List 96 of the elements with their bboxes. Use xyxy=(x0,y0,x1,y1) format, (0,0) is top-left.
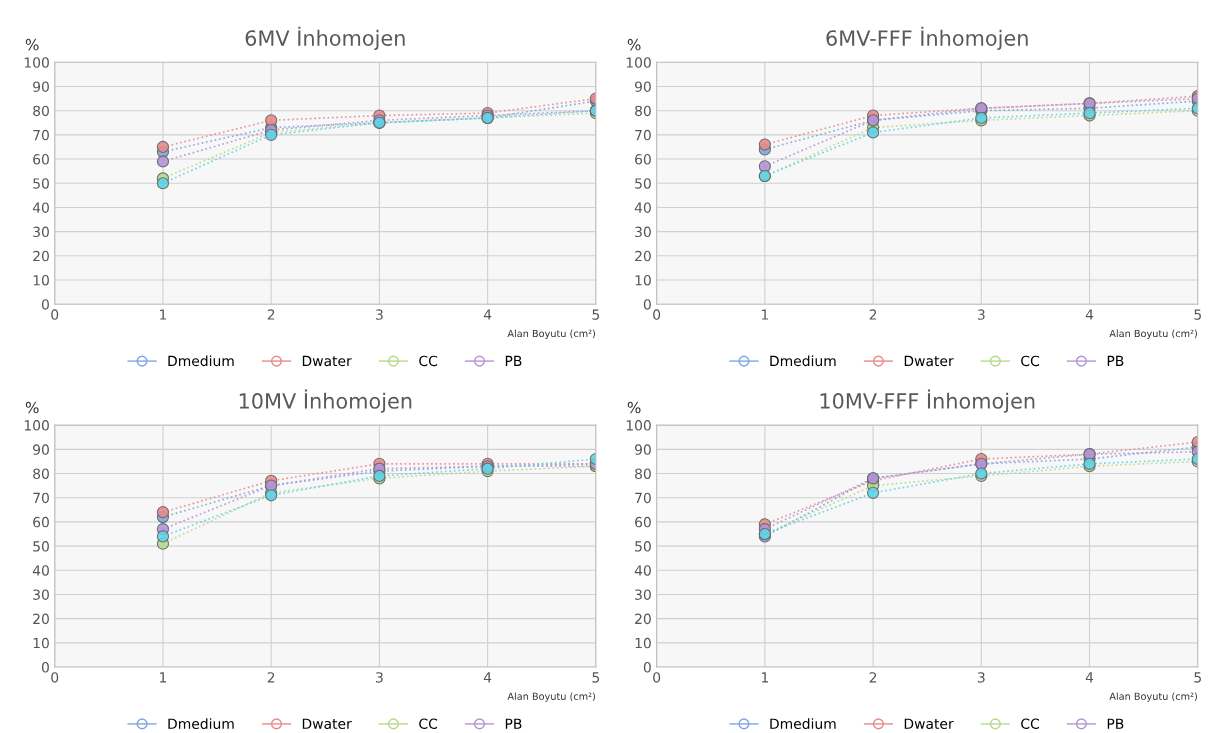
y-tick-label: 20 xyxy=(635,250,651,262)
x-tick-label: 2 xyxy=(869,672,877,683)
x-tick-label: 1 xyxy=(160,309,167,320)
y-axis-title: % xyxy=(25,38,39,51)
x-tick-label: 4 xyxy=(1085,309,1094,320)
y-tick-label: 0 xyxy=(643,299,651,310)
y-tick-label: 40 xyxy=(634,202,651,213)
y-tick-label: 70 xyxy=(635,492,651,504)
legend-label: Dwater xyxy=(904,718,954,729)
y-tick-label: 30 xyxy=(33,589,49,600)
x-axis-title: Alan Boyutu (cm²) xyxy=(1109,692,1197,702)
x-tick-label: 5 xyxy=(592,672,600,683)
x-axis-title: Alan Boyutu (cm²) xyxy=(1109,329,1197,339)
legend-label: CC xyxy=(1021,355,1039,367)
legend-label: CC xyxy=(419,718,438,729)
y-tick-label: 90 xyxy=(33,81,49,92)
legend-label: CC xyxy=(419,355,438,367)
y-tick-label: 100 xyxy=(626,57,651,68)
legend-label: PB xyxy=(1107,718,1124,729)
y-tick-label: 10 xyxy=(635,274,651,286)
y-tick-label: 0 xyxy=(643,662,651,673)
y-tick-label: 70 xyxy=(33,492,49,504)
y-tick-label: 80 xyxy=(33,468,49,479)
x-tick-label: 4 xyxy=(483,672,492,683)
x-tick-label: 0 xyxy=(51,309,59,320)
legend-label: PB xyxy=(1107,355,1124,366)
y-tick-label: 90 xyxy=(33,444,49,455)
y-tick-label: 50 xyxy=(33,541,49,552)
x-tick-label: 3 xyxy=(977,672,985,683)
y-tick-label: 10 xyxy=(635,637,651,649)
y-tick-label: 40 xyxy=(32,565,49,576)
y-tick-label: 0 xyxy=(41,299,49,310)
x-tick-label: 5 xyxy=(1194,309,1201,320)
y-tick-label: 20 xyxy=(33,250,49,262)
y-tick-label: 30 xyxy=(635,226,651,238)
x-tick-label: 3 xyxy=(376,672,383,683)
y-tick-label: 60 xyxy=(635,516,651,528)
y-tick-label: 10 xyxy=(33,637,49,649)
legend-label: Dwater xyxy=(302,355,352,367)
y-tick-label: 40 xyxy=(32,202,49,213)
x-tick-label: 1 xyxy=(160,672,167,683)
legend-label: Dmedium xyxy=(168,718,234,729)
x-tick-label: 2 xyxy=(869,309,877,320)
legend-label: Dmedium xyxy=(770,718,836,729)
x-axis-title: Alan Boyutu (cm²) xyxy=(507,692,596,702)
x-tick-label: 3 xyxy=(977,309,985,320)
x-tick-label: 4 xyxy=(1085,672,1094,683)
y-tick-label: 70 xyxy=(635,129,651,141)
y-tick-label: 60 xyxy=(33,516,49,528)
y-tick-label: 20 xyxy=(635,613,651,625)
chart-title: 10MV-FFF İnhomojen xyxy=(820,389,1035,413)
y-tick-label: 50 xyxy=(635,178,651,189)
y-tick-label: 80 xyxy=(635,468,651,479)
y-tick-label: 100 xyxy=(24,420,49,431)
x-tick-label: 3 xyxy=(376,309,383,320)
y-tick-label: 10 xyxy=(33,274,49,286)
legend-label: PB xyxy=(505,355,522,366)
y-tick-label: 30 xyxy=(33,226,49,238)
chart-title: 6MV-FFF İnhomojen xyxy=(826,26,1028,50)
legend-label: Dmedium xyxy=(770,355,836,367)
y-tick-label: 70 xyxy=(33,129,49,141)
chart-title: 6MV İnhomojen xyxy=(245,26,405,50)
chart-title: 10MV İnhomojen xyxy=(239,389,412,413)
y-tick-label: 90 xyxy=(634,444,651,455)
x-tick-label: 5 xyxy=(1194,672,1201,683)
legend-label: Dwater xyxy=(302,718,352,729)
x-tick-label: 0 xyxy=(51,672,59,683)
y-tick-label: 50 xyxy=(33,178,49,189)
y-tick-label: 100 xyxy=(24,57,49,68)
x-axis-title: Alan Boyutu (cm²) xyxy=(507,329,596,339)
y-tick-label: 80 xyxy=(33,105,49,117)
y-tick-label: 60 xyxy=(33,154,49,165)
y-tick-label: 30 xyxy=(635,589,651,600)
y-tick-label: 60 xyxy=(635,154,651,165)
x-tick-label: 1 xyxy=(761,309,768,320)
legend-label: PB xyxy=(505,718,522,729)
x-tick-label: 0 xyxy=(653,672,661,683)
x-tick-label: 5 xyxy=(592,309,600,320)
legend-label: CC xyxy=(1021,718,1039,729)
y-axis-title: % xyxy=(25,401,39,414)
y-tick-label: 100 xyxy=(626,420,651,431)
y-tick-label: 50 xyxy=(635,541,651,552)
y-tick-label: 0 xyxy=(41,662,49,673)
y-axis-title: % xyxy=(627,38,641,51)
y-tick-label: 90 xyxy=(634,81,651,92)
y-tick-label: 20 xyxy=(33,613,49,625)
y-tick-label: 80 xyxy=(635,105,651,117)
x-tick-label: 2 xyxy=(267,672,275,683)
legend-label: Dmedium xyxy=(168,355,234,367)
x-tick-label: 4 xyxy=(483,309,492,320)
x-tick-label: 2 xyxy=(267,309,275,320)
y-axis-title: % xyxy=(627,401,641,414)
x-tick-label: 0 xyxy=(653,309,661,320)
x-tick-label: 1 xyxy=(761,672,768,683)
legend-label: Dwater xyxy=(904,355,954,367)
y-tick-label: 40 xyxy=(634,565,651,576)
